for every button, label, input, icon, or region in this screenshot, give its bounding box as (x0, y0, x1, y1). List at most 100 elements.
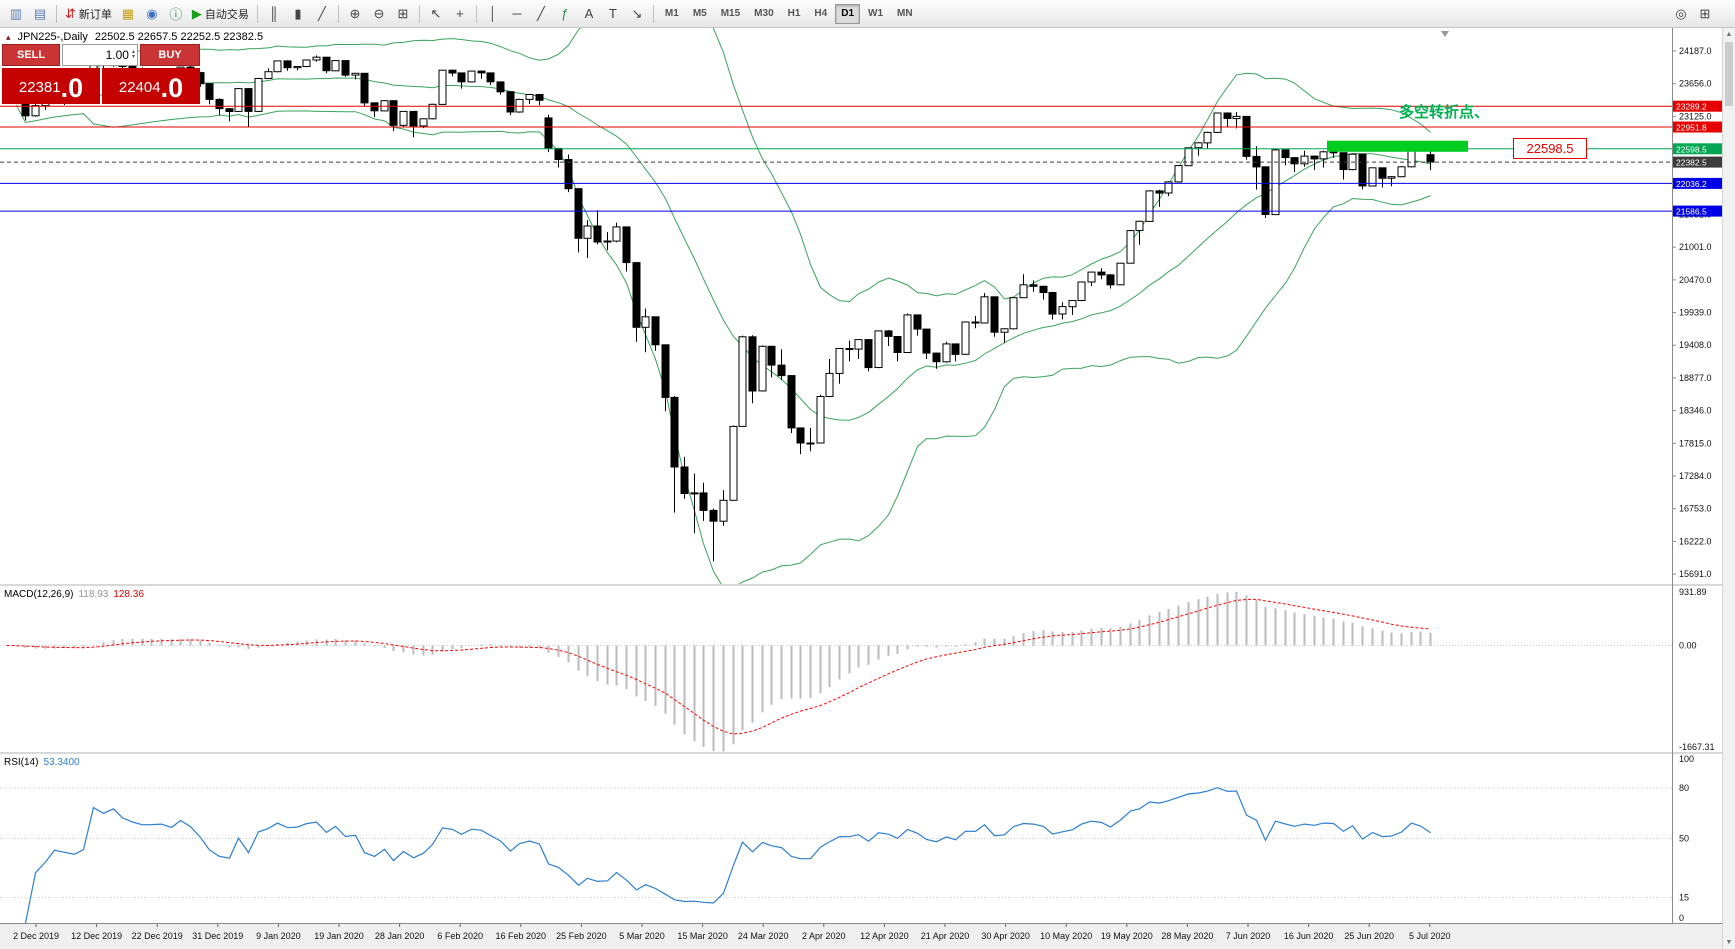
scroll-down-icon[interactable]: ▼ (1725, 939, 1733, 946)
timeframe-button-w1[interactable]: W1 (862, 4, 889, 24)
bull-candle (467, 70, 476, 83)
vertical-scrollbar[interactable]: ▲ ▼ (1722, 28, 1735, 949)
bear-candle (1329, 151, 1338, 154)
bear-candle (1290, 157, 1299, 165)
bear-candle (1378, 167, 1387, 179)
timeframe-button-h4[interactable]: H4 (808, 4, 833, 24)
window-layout-icon[interactable]: ⊞ (1693, 3, 1717, 25)
bull-candle (738, 336, 747, 427)
scroll-up-icon[interactable]: ▲ (1725, 31, 1733, 38)
date-tick-label: 31 Dec 2019 (192, 931, 243, 941)
rsi-pane (0, 787, 1672, 923)
candlestick-chart-icon[interactable]: ▮ (286, 3, 310, 25)
sell-price[interactable]: 22381.0 (2, 68, 100, 104)
timeframe-button-m15[interactable]: M15 (715, 4, 746, 24)
horizontal-line-icon[interactable]: ─ (505, 3, 529, 25)
level-price-badge (1673, 100, 1723, 112)
info-icon[interactable]: ⓘ (164, 3, 188, 25)
rsi-line (24, 787, 1431, 923)
vertical-line-icon: │ (488, 6, 497, 21)
scrollbar-thumb[interactable] (1725, 42, 1733, 106)
date-tick-label: 25 Feb 2020 (556, 931, 607, 941)
crosshair-icon[interactable]: + (448, 3, 472, 25)
new-order-button[interactable]: ⇵ 新订单 (61, 3, 116, 25)
date-tick-label: 16 Feb 2020 (496, 931, 547, 941)
bear-candle (486, 72, 495, 83)
toolbar-separator (337, 4, 339, 23)
fibonacci-icon[interactable]: ƒ (553, 3, 577, 25)
rsi-axis-label: 0 (1679, 913, 1684, 923)
bear-candle (1261, 166, 1270, 216)
new-order-button-label: 新订单 (78, 8, 112, 21)
bear-candle (777, 364, 786, 377)
bull-candle (1232, 115, 1241, 120)
oct-collapse-arrow[interactable]: ▴ (6, 31, 11, 42)
bull-candle (942, 343, 951, 363)
history-center-icon[interactable]: ▦ (116, 3, 140, 25)
volume-spinner[interactable]: ▴ ▾ (131, 49, 135, 60)
bear-candle (1358, 153, 1367, 187)
timeframe-button-m5[interactable]: M5 (687, 4, 713, 24)
volume-up-icon: ▴ (131, 49, 135, 55)
bull-candle (1184, 147, 1193, 167)
bear-candle (496, 81, 505, 93)
bear-candle (370, 102, 379, 112)
bear-candle (1039, 285, 1048, 293)
trendline-icon[interactable]: ╱ (529, 3, 553, 25)
autotrading-button[interactable]: ▶ 自动交易 (188, 3, 253, 25)
price-chart[interactable]: 24187.023656.023125.022594.022063.021532… (0, 28, 1735, 949)
vertical-line-icon[interactable]: │ (481, 3, 505, 25)
timeframe-button-h1[interactable]: H1 (782, 4, 807, 24)
text-icon[interactable]: A (577, 3, 601, 25)
toolbar-separator (418, 4, 420, 23)
bull-candle (874, 330, 883, 368)
bear-candle (1310, 155, 1319, 160)
bear-candle (767, 345, 776, 366)
timeframe-button-m30[interactable]: M30 (748, 4, 779, 24)
tile-windows-icon[interactable]: ⊞ (391, 3, 415, 25)
timeframe-button-mn[interactable]: MN (891, 4, 919, 24)
bull-candle (758, 345, 767, 392)
horizontal-line-icon: ─ (512, 6, 522, 21)
zoom-in-icon[interactable]: ⊕ (343, 3, 367, 25)
bear-candle (893, 336, 902, 353)
arrows-tool-icon[interactable]: ↘ (625, 3, 649, 25)
sell-button[interactable]: SELL (2, 44, 60, 66)
level-price-badge (1673, 121, 1723, 133)
bull-candle (835, 348, 844, 374)
rsi-axis-label: 15 (1679, 893, 1689, 903)
bear-candle (457, 72, 466, 83)
level-price-badge-text: 22951.8 (1676, 123, 1707, 133)
timeframe-button-m1[interactable]: M1 (659, 4, 685, 24)
bull-candle (903, 314, 912, 353)
bear-candle (448, 69, 457, 74)
pivot-annotation: 多空转折点、 (1399, 104, 1490, 121)
chart-profiles-icon[interactable]: ▤ (28, 3, 52, 25)
toolbar-separator (256, 4, 258, 23)
volume-down-icon: ▾ (131, 54, 135, 60)
cursor-icon[interactable]: ↖ (424, 3, 448, 25)
bull-candle (1009, 297, 1018, 330)
buy-button[interactable]: BUY (140, 44, 200, 66)
info-icon: ⓘ (169, 7, 183, 22)
bull-candle (1213, 112, 1222, 133)
bear-candle (341, 60, 350, 76)
bull-candle (1194, 142, 1203, 149)
bear-candle (283, 60, 292, 69)
volume-input[interactable]: 1.00 ▴ ▾ (62, 44, 138, 66)
bull-candle (729, 425, 738, 501)
bull-candle (264, 71, 273, 80)
level-price-badge-text: 22598.5 (1676, 144, 1707, 154)
zoom-out-icon[interactable]: ⊖ (367, 3, 391, 25)
date-tick-label: 24 Mar 2020 (738, 931, 789, 941)
timeframe-button-d1[interactable]: D1 (835, 3, 861, 24)
magnifier-icon[interactable]: ◎ (1669, 3, 1693, 25)
bear-candle (506, 91, 515, 113)
line-chart-icon[interactable]: ╱ (310, 3, 334, 25)
bear-candle (244, 88, 253, 112)
global-settings-icon[interactable]: ◉ (140, 3, 164, 25)
text-label-icon[interactable]: T (601, 3, 625, 25)
bar-chart-icon[interactable]: ║ (262, 3, 286, 25)
new-chart-icon[interactable]: ▥ (4, 3, 28, 25)
buy-price[interactable]: 22404.0 (102, 68, 200, 104)
